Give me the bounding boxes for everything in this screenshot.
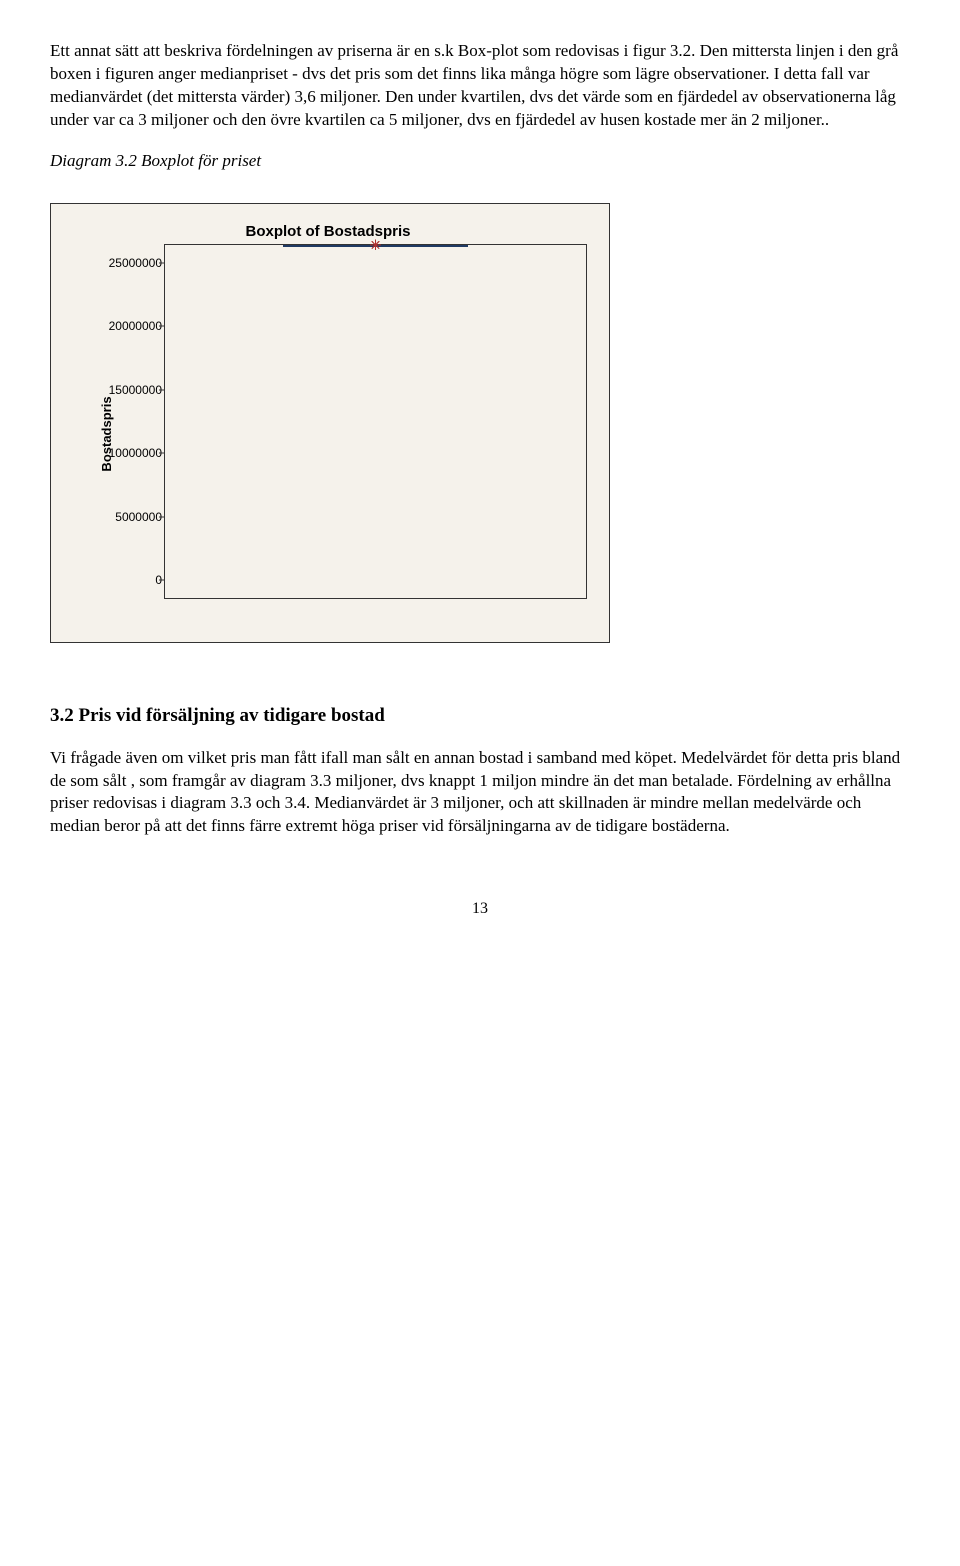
section-heading: 3.2 Pris vid försäljning av tidigare bos…	[50, 703, 910, 729]
chart-body: Bostadspris 0500000010000000150000002000…	[69, 244, 587, 624]
y-tick-label: 0	[94, 572, 162, 588]
diagram-caption: Diagram 3.2 Boxplot för priset	[50, 150, 910, 173]
y-tick-label: 10000000	[94, 445, 162, 461]
page-number: 13	[50, 898, 910, 920]
intro-paragraph: Ett annat sätt att beskriva fördelningen…	[50, 40, 910, 132]
boxplot-chart: Boxplot of Bostadspris Bostadspris 05000…	[50, 203, 610, 643]
y-tick-label: 25000000	[94, 255, 162, 271]
y-tick-label: 15000000	[94, 382, 162, 398]
outlier-point: ✳	[370, 238, 382, 252]
chart-title: Boxplot of Bostadspris	[69, 222, 587, 242]
y-tick-label: 5000000	[94, 508, 162, 524]
y-tick-label: 20000000	[94, 318, 162, 334]
body-paragraph: Vi frågade även om vilket pris man fått …	[50, 747, 910, 839]
plot-area: ✳✳✳✳✳✳✳✳✳✳✳✳✳✳✳	[164, 244, 587, 599]
